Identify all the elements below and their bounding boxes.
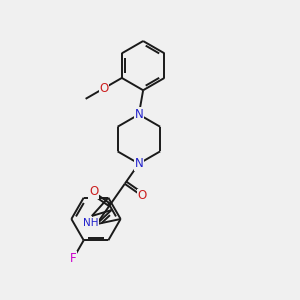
Text: N: N <box>134 157 143 170</box>
Text: N: N <box>134 108 143 121</box>
Text: O: O <box>137 189 146 202</box>
Text: F: F <box>70 252 76 265</box>
Text: NH: NH <box>82 218 98 229</box>
Text: O: O <box>99 82 108 95</box>
Text: O: O <box>89 185 98 199</box>
